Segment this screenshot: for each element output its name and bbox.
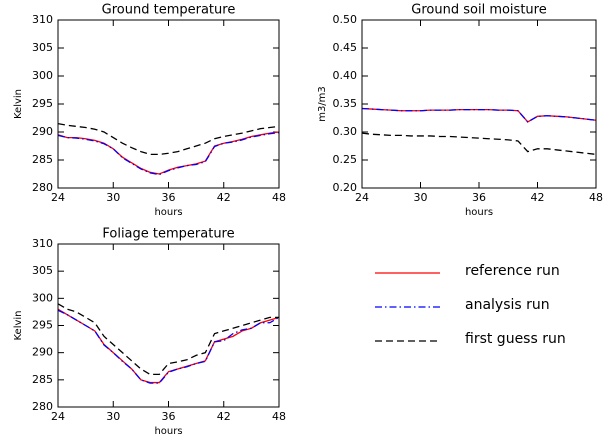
series-line (57, 309, 280, 384)
y-tick-label: 0.50 (333, 13, 358, 26)
x-tick-label: 24 (355, 191, 369, 204)
series-line (361, 107, 597, 123)
y-tick-label: 290 (32, 346, 53, 359)
x-tick-label: 42 (531, 191, 545, 204)
x-tick-label: 36 (472, 191, 486, 204)
chart-title: Ground temperature (102, 3, 236, 18)
x-tick-label: 48 (272, 410, 286, 423)
y-tick-label: 300 (32, 69, 53, 82)
plot-frame (57, 19, 280, 189)
y-tick-label: 280 (32, 181, 53, 194)
series-line (361, 132, 597, 156)
y-tick-label: 295 (32, 97, 53, 110)
plot-frame (361, 19, 597, 189)
y-tick-label: 310 (32, 13, 53, 26)
x-tick-label: 30 (414, 191, 428, 204)
x-tick-label: 42 (217, 191, 231, 204)
y-tick-label: 295 (32, 319, 53, 332)
y-tick-label: 290 (32, 125, 53, 138)
x-tick-label: 24 (51, 191, 65, 204)
y-tick-label: 0.25 (333, 153, 358, 166)
x-tick-label: 30 (106, 410, 120, 423)
x-tick-label: 24 (51, 410, 65, 423)
series-line (57, 122, 280, 156)
y-tick-label: 0.20 (333, 181, 358, 194)
x-tick-label: 42 (217, 410, 231, 423)
y-tick-label: 0.35 (333, 97, 358, 110)
legend-label: analysis run (465, 297, 550, 313)
series-line (57, 303, 279, 376)
legend-label: first guess run (465, 331, 566, 347)
y-tick-label: 305 (32, 264, 53, 277)
x-tick-label: 36 (162, 410, 176, 423)
y-tick-label: 305 (32, 41, 53, 54)
series-line (57, 308, 280, 384)
y-tick-label: 0.40 (333, 69, 358, 82)
x-tick-label: 36 (162, 191, 176, 204)
y-tick-label: 310 (32, 237, 53, 250)
y-axis-label: Kelvin (13, 89, 24, 119)
x-axis-label: hours (465, 207, 493, 218)
x-tick-label: 48 (589, 191, 603, 204)
series-line (57, 131, 280, 176)
y-tick-label: 280 (32, 400, 53, 413)
y-tick-label: 285 (32, 373, 53, 386)
y-tick-label: 0.30 (333, 125, 358, 138)
x-tick-label: 30 (106, 191, 120, 204)
x-axis-label: hours (154, 207, 182, 218)
y-tick-label: 0.45 (333, 41, 358, 54)
x-axis-label: hours (154, 426, 182, 437)
y-tick-label: 285 (32, 153, 53, 166)
x-tick-label: 48 (272, 191, 286, 204)
chart-title: Foliage temperature (102, 227, 234, 242)
legend-label: reference run (465, 263, 560, 279)
y-tick-label: 300 (32, 291, 53, 304)
chart-title: Ground soil moisture (411, 3, 546, 18)
y-axis-label: Kelvin (13, 310, 24, 340)
plot-frame (57, 243, 280, 408)
y-axis-label: m3/m3 (317, 86, 328, 122)
